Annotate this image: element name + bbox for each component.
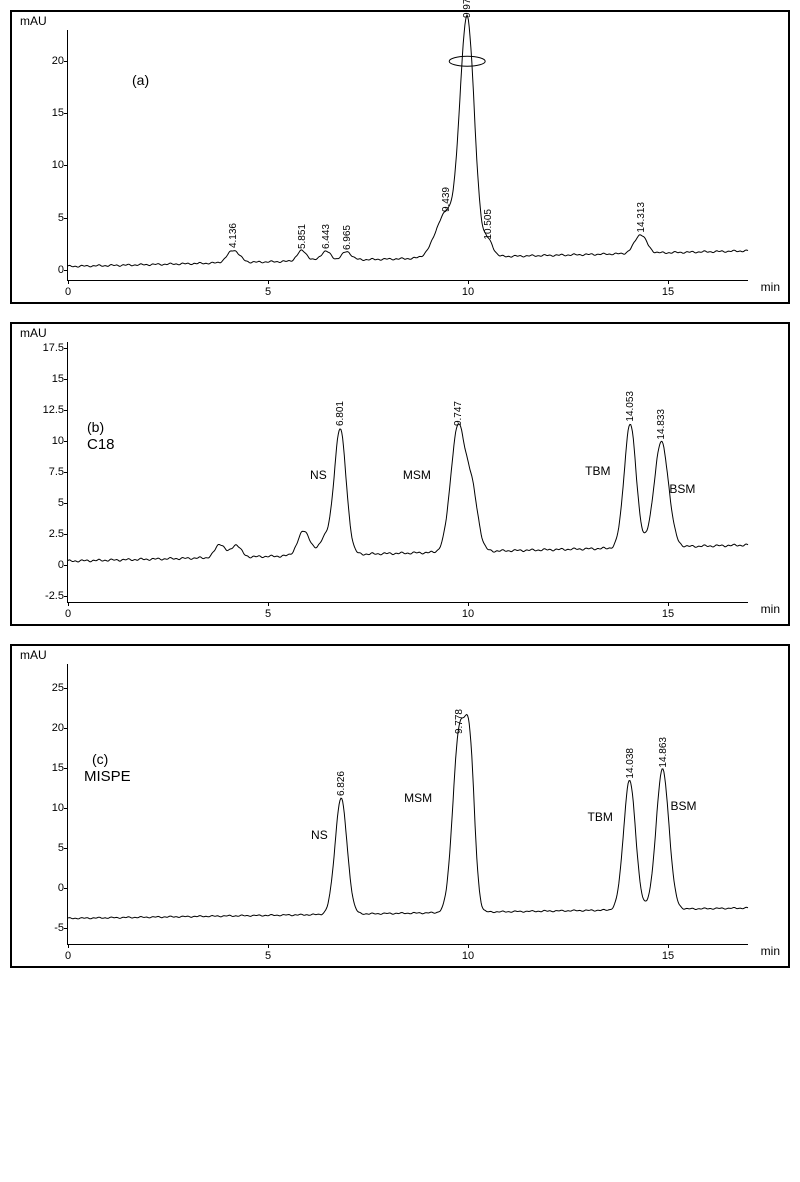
peak-retention-label: 9.778 (454, 709, 465, 734)
peak-retention-label: 6.443 (321, 224, 332, 249)
peak-retention-label: 4.136 (228, 223, 239, 248)
x-tick-label: 0 (65, 950, 71, 962)
y-tick-label: 20 (52, 722, 64, 734)
y-axis-unit: mAU (20, 326, 47, 340)
y-tick-label: 10 (52, 802, 64, 814)
peak-retention-label: 9.439 (441, 187, 452, 212)
y-axis-unit: mAU (20, 14, 47, 28)
x-tick-label: 0 (65, 286, 71, 298)
y-tick-label: 2.5 (49, 528, 64, 540)
annotation-ellipse (449, 56, 485, 66)
chromatogram-panel-c: mAUmin(c)MISPE-505101520250510156.826NS9… (10, 644, 790, 968)
x-tick-label: 10 (462, 608, 474, 620)
y-tick-label: 12.5 (43, 404, 64, 416)
y-tick-label: 5 (58, 842, 64, 854)
peak-retention-label: 14.313 (636, 202, 647, 233)
compound-label: NS (310, 468, 327, 482)
y-tick-label: 10 (52, 435, 64, 447)
compound-label: NS (311, 828, 328, 842)
x-axis-unit: min (761, 944, 780, 958)
plot-area: 051015200510154.1365.8516.4436.9659.4399… (67, 30, 748, 281)
y-tick-label: 7.5 (49, 466, 64, 478)
compound-label: TBM (585, 464, 610, 478)
chromatogram-panel-a: mAUmin(a)051015200510154.1365.8516.4436.… (10, 10, 790, 304)
peak-retention-label: 14.053 (625, 391, 636, 422)
x-tick-label: 15 (662, 608, 674, 620)
peak-retention-label: 5.851 (297, 224, 308, 249)
y-tick-label: -5 (54, 922, 64, 934)
y-tick-label: 10 (52, 159, 64, 171)
compound-label: MSM (404, 791, 432, 805)
x-tick-label: 5 (265, 950, 271, 962)
x-tick-label: 10 (462, 950, 474, 962)
y-tick-label: 0 (58, 559, 64, 571)
chromatogram-panel-b: mAUmin(b)C18-2.502.557.51012.51517.50510… (10, 322, 790, 626)
compound-label: TBM (588, 810, 613, 824)
compound-label: BSM (671, 799, 697, 813)
peak-retention-label: 14.863 (658, 737, 669, 768)
chromatogram-trace (68, 30, 748, 280)
y-tick-label: 15 (52, 373, 64, 385)
y-tick-label: 17.5 (43, 342, 64, 354)
y-tick-label: 15 (52, 762, 64, 774)
x-tick-label: 15 (662, 286, 674, 298)
peak-retention-label: 14.038 (625, 748, 636, 779)
y-tick-label: 5 (58, 212, 64, 224)
y-tick-label: 20 (52, 55, 64, 67)
x-axis-unit: min (761, 280, 780, 294)
y-tick-label: 5 (58, 497, 64, 509)
x-tick-label: 0 (65, 608, 71, 620)
peak-retention-label: 6.801 (335, 401, 346, 426)
y-tick-label: -2.5 (45, 590, 64, 602)
y-tick-label: 15 (52, 107, 64, 119)
peak-retention-label: 6.826 (336, 771, 347, 796)
peak-retention-label: 6.965 (342, 225, 353, 250)
charts-root: mAUmin(a)051015200510154.1365.8516.4436.… (10, 10, 790, 968)
plot-area: -2.502.557.51012.51517.50510156.801NS9.7… (67, 342, 748, 603)
peak-retention-label: 10.505 (483, 209, 494, 240)
peak-retention-label: 9.979 (462, 0, 473, 18)
peak-retention-label: 14.833 (656, 409, 667, 440)
x-tick-label: 15 (662, 950, 674, 962)
x-tick-label: 5 (265, 608, 271, 620)
plot-area: -505101520250510156.826NS9.778MSM14.038T… (67, 664, 748, 945)
compound-label: BSM (669, 482, 695, 496)
y-axis-unit: mAU (20, 648, 47, 662)
y-tick-label: 25 (52, 682, 64, 694)
compound-label: MSM (403, 468, 431, 482)
x-tick-label: 5 (265, 286, 271, 298)
y-tick-label: 0 (58, 264, 64, 276)
y-tick-label: 0 (58, 882, 64, 894)
peak-retention-label: 9.747 (453, 401, 464, 426)
x-axis-unit: min (761, 602, 780, 616)
x-tick-label: 10 (462, 286, 474, 298)
